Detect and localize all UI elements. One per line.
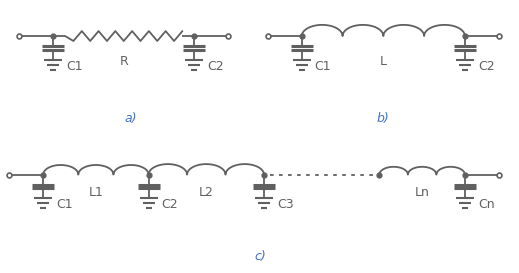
Text: C2: C2 — [478, 60, 495, 73]
Text: a): a) — [125, 112, 137, 125]
Text: Cn: Cn — [478, 198, 495, 211]
Text: Ln: Ln — [415, 186, 430, 200]
Text: C1: C1 — [56, 198, 73, 211]
Text: C1: C1 — [315, 60, 331, 73]
Text: C2: C2 — [207, 60, 224, 73]
Text: R: R — [119, 55, 128, 68]
Text: C2: C2 — [161, 198, 178, 211]
Text: L1: L1 — [88, 186, 103, 200]
Text: C3: C3 — [277, 198, 294, 211]
Text: c): c) — [254, 250, 266, 263]
Text: L: L — [380, 55, 387, 68]
Text: L2: L2 — [199, 186, 214, 200]
Text: b): b) — [377, 112, 390, 125]
Text: C1: C1 — [66, 60, 83, 73]
